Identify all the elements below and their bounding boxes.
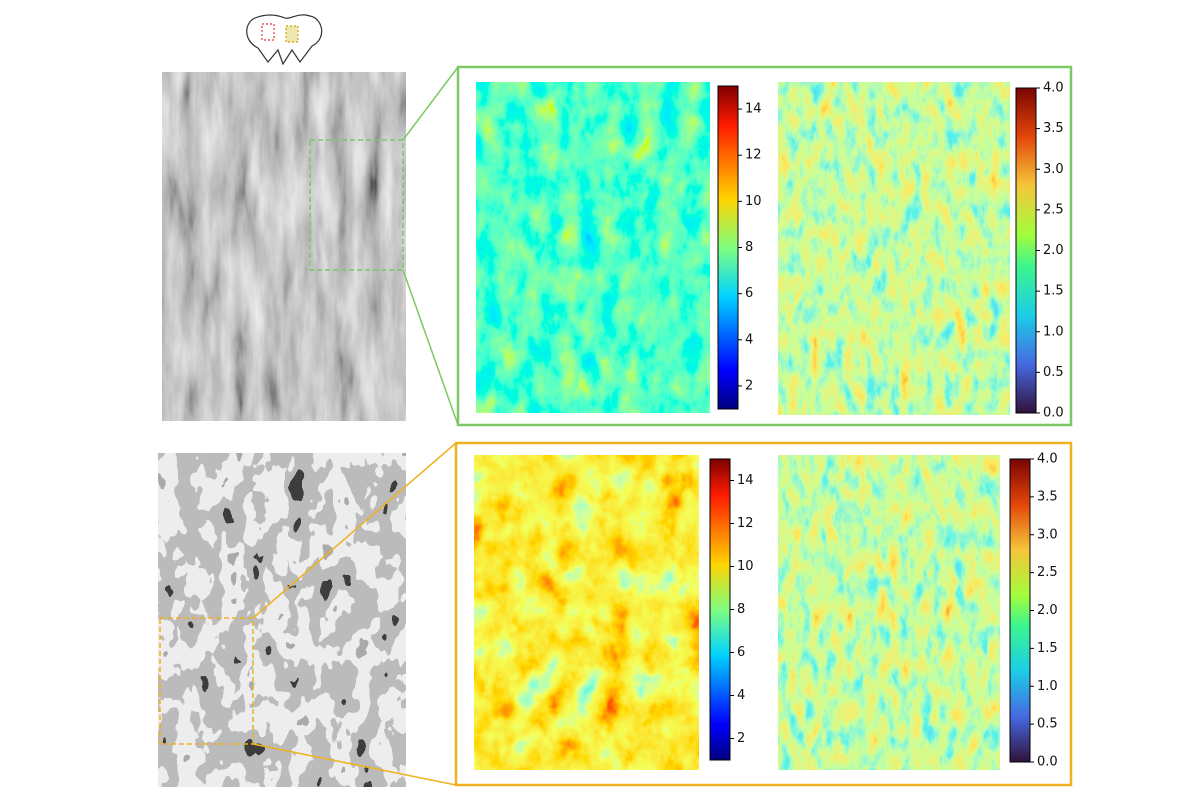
- tooth-icon: [246, 14, 323, 66]
- colorbar: [1015, 87, 1037, 414]
- colorbar: [717, 85, 739, 410]
- zoom-region: [159, 617, 254, 745]
- tick-label: 14: [737, 473, 754, 488]
- tick-label: 6: [737, 645, 745, 660]
- tick-label: 1.5: [1043, 284, 1064, 299]
- tick-label: 0.0: [1037, 755, 1058, 770]
- zoom-connector: [252, 442, 457, 619]
- tick-label: 3.5: [1043, 121, 1064, 136]
- tick-label: 14: [745, 102, 762, 117]
- tick-label: 1.5: [1037, 641, 1058, 656]
- grayscale-image: [161, 71, 407, 422]
- heatmap: [778, 82, 1010, 415]
- tick-label: 3.0: [1043, 162, 1064, 177]
- tick-label: 4: [737, 688, 745, 703]
- tick-label: 3.0: [1037, 527, 1058, 542]
- tick-label: 4.0: [1043, 81, 1064, 96]
- tick-label: 1.0: [1043, 324, 1064, 339]
- tick-label: 2.0: [1043, 243, 1064, 258]
- tick-label: 2: [737, 731, 745, 746]
- colorbar: [1009, 458, 1031, 763]
- tick-label: 2.5: [1037, 565, 1058, 580]
- zoom-connector: [402, 66, 459, 141]
- zoom-connector: [402, 269, 459, 426]
- tick-label: 0.5: [1043, 365, 1064, 380]
- tick-label: 2.5: [1043, 202, 1064, 217]
- heatmap: [476, 82, 710, 413]
- tick-label: 12: [737, 516, 754, 531]
- tick-label: 1.0: [1037, 679, 1058, 694]
- tick-label: 8: [745, 240, 753, 255]
- tick-label: 4: [745, 332, 753, 347]
- colorbar: [709, 458, 731, 761]
- tick-label: 12: [745, 148, 762, 163]
- tick-label: 0.0: [1043, 406, 1064, 421]
- tick-label: 10: [737, 559, 754, 574]
- zoom-region: [309, 139, 404, 271]
- tick-label: 8: [737, 602, 745, 617]
- tick-label: 2.0: [1037, 603, 1058, 618]
- heatmap: [474, 455, 699, 770]
- tick-label: 4.0: [1037, 452, 1058, 467]
- tick-label: 6: [745, 286, 753, 301]
- zoom-frame: [456, 65, 1073, 427]
- tick-label: 0.5: [1037, 717, 1058, 732]
- zoom-frame: [454, 441, 1073, 787]
- zoom-connector: [252, 743, 457, 786]
- heatmap: [778, 455, 1000, 770]
- tick-label: 3.5: [1037, 489, 1058, 504]
- grayscale-image: [158, 453, 406, 787]
- tick-label: 10: [745, 194, 762, 209]
- tick-label: 2: [745, 378, 753, 393]
